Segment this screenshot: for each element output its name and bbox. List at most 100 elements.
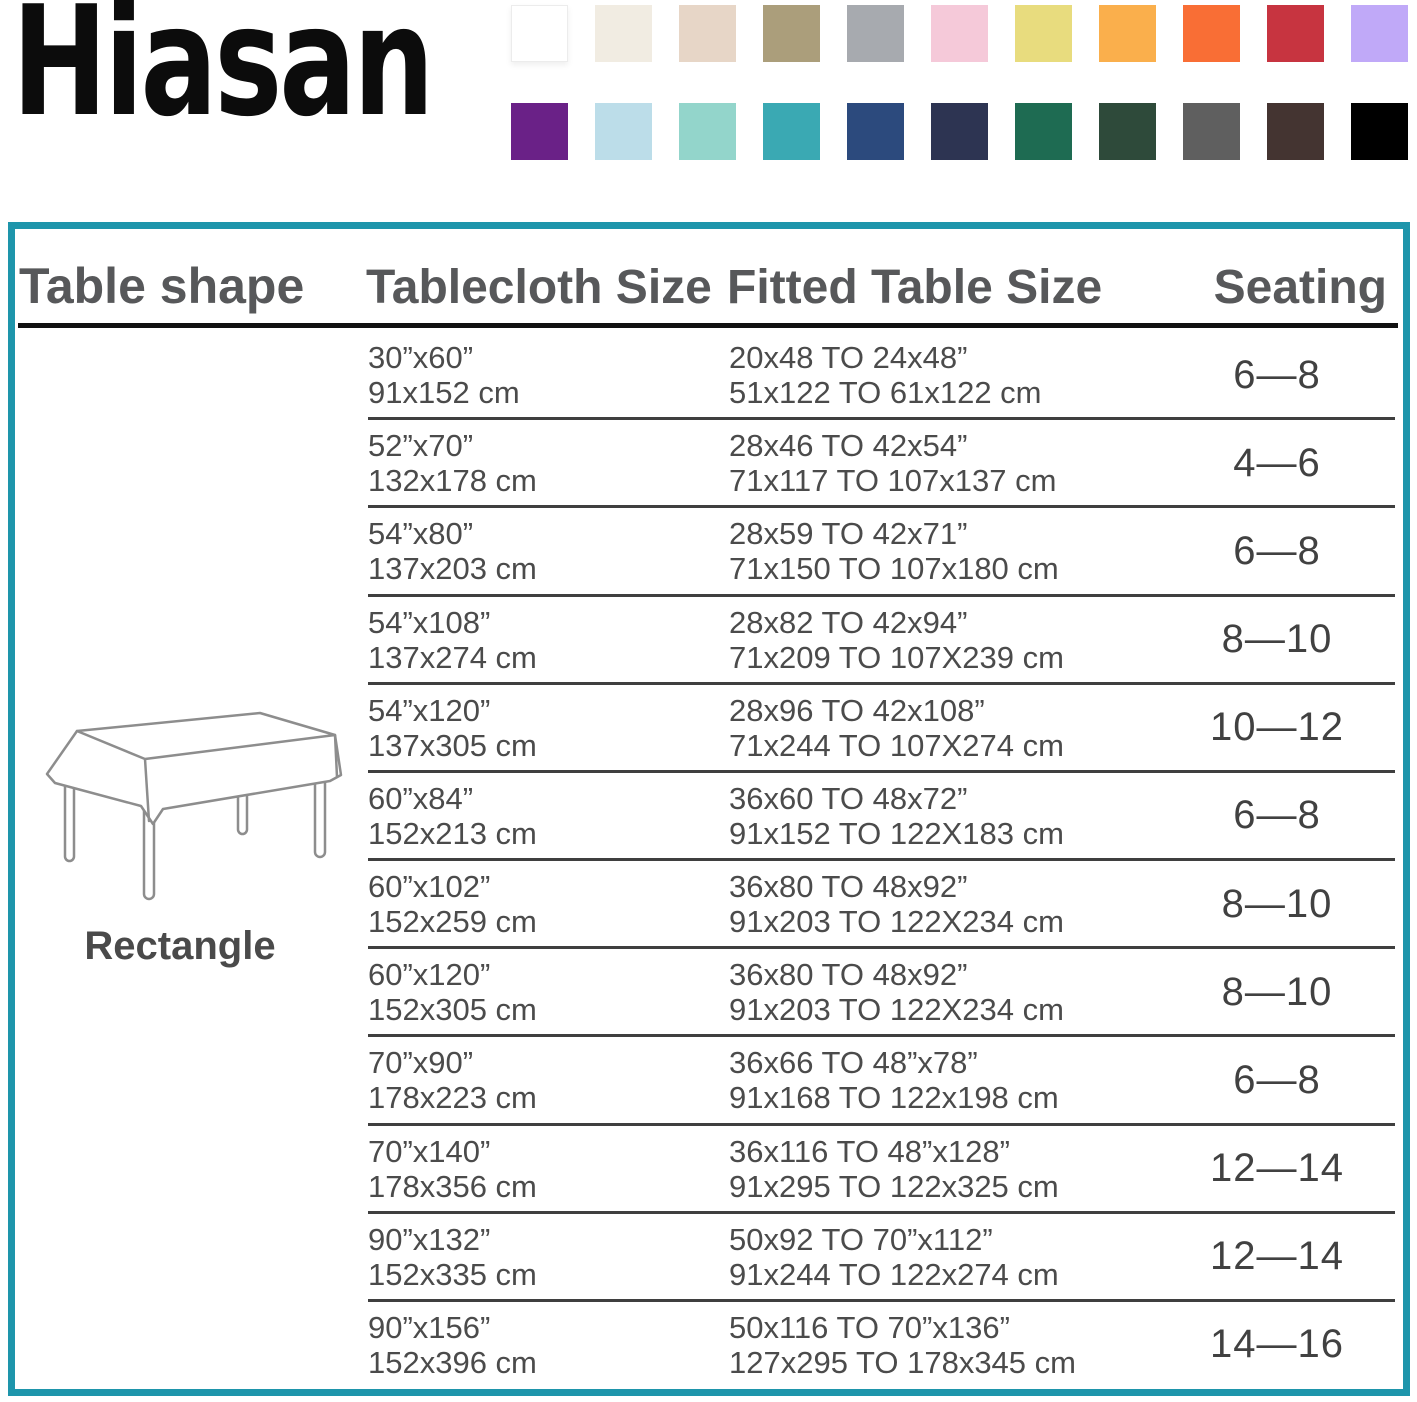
- seating-cell: 12—14: [1210, 1146, 1344, 1191]
- fitted-cm: 127x295 TO 178x345 cm: [729, 1344, 1076, 1380]
- fitted-cm: 91x295 TO 122x325 cm: [729, 1168, 1059, 1204]
- color-swatch-white: [511, 5, 568, 62]
- fitted-inches: 50x92 TO 70”x112”: [729, 1221, 993, 1257]
- color-swatch-ivory: [595, 5, 652, 62]
- tablecloth-size-cell: 90”x156” 152x396 cm: [366, 1301, 727, 1389]
- size-cm: 178x223 cm: [368, 1080, 537, 1116]
- fitted-table-size-cell: 28x96 TO 42x108” 71x244 TO 107X274 cm: [727, 684, 1151, 772]
- column-header-tablecloth-size: Tablecloth Size: [366, 261, 712, 314]
- fitted-inches: 36x60 TO 48x72”: [729, 780, 968, 816]
- fitted-table-size-cell: 50x92 TO 70”x112” 91x244 TO 122x274 cm: [727, 1213, 1151, 1301]
- seating-cell: 12—14: [1210, 1234, 1344, 1279]
- size-inches: 54”x80”: [368, 516, 474, 552]
- size-inches: 54”x120”: [368, 692, 491, 728]
- shape-label: Rectangle: [84, 924, 276, 968]
- fitted-table-size-cell: 36x116 TO 48”x128” 91x295 TO 122x325 cm: [727, 1125, 1151, 1213]
- table-shape-cell: Rectangle: [15, 331, 366, 1389]
- size-cm: 178x356 cm: [368, 1168, 537, 1204]
- seating-cell: 6—8: [1233, 352, 1321, 397]
- color-swatch-pink: [931, 5, 988, 62]
- table-row: 30”x60” 91x152 cm 20x48 TO 24x48” 51x122 TO…: [15, 331, 1403, 421]
- seating-cell: 4—6: [1233, 440, 1321, 485]
- table-row: 70”x90” 178x223 cm 36x66 TO 48”x78” 91x168 …: [15, 1036, 1403, 1126]
- table-row: 70”x140” 178x356 cm 36x116 TO 48”x128” 91x2…: [15, 1125, 1403, 1214]
- tablecloth-outline: [45, 711, 343, 826]
- color-swatch-silver-gray: [847, 5, 904, 62]
- size-cm: 152x305 cm: [368, 992, 537, 1028]
- table-header: Table shape Tablecloth Size Fitted Table…: [15, 229, 1403, 323]
- tablecloth-size-cell: 54”x80” 137x203 cm: [366, 507, 727, 595]
- seating-cell: 8—10: [1221, 969, 1333, 1014]
- color-swatch-dark-gray: [1183, 103, 1240, 160]
- table-row: 54”x120” 137x305 cm 28x96 TO 42x108” 71x244…: [15, 684, 1403, 774]
- fitted-cm: 71x209 TO 107X239 cm: [729, 639, 1064, 675]
- color-swatch-purple: [511, 103, 568, 160]
- tablecloth-size-cell: 70”x140” 178x356 cm: [366, 1125, 727, 1213]
- fitted-cm: 51x122 TO 61x122 cm: [729, 375, 1042, 410]
- tablecloth-size-cell: 90”x132” 152x335 cm: [366, 1213, 727, 1301]
- size-cm: 152x213 cm: [368, 815, 537, 851]
- color-swatch-teal: [763, 103, 820, 160]
- fitted-inches: 28x96 TO 42x108”: [729, 692, 985, 728]
- size-inches: 30”x60”: [368, 340, 474, 375]
- fitted-cm: 71x117 TO 107x137 cm: [729, 463, 1057, 499]
- size-inches: 90”x132”: [368, 1221, 491, 1257]
- column-header-table-shape: Table shape: [19, 258, 305, 314]
- color-swatch-dark-green: [1099, 103, 1156, 160]
- size-cm: 132x178 cm: [368, 463, 537, 499]
- color-swatch-beige: [679, 5, 736, 62]
- size-inches: 70”x140”: [368, 1133, 491, 1169]
- color-swatch-grid: [511, 5, 1408, 160]
- size-cm: 91x152 cm: [368, 375, 520, 410]
- fitted-cm: 91x244 TO 122x274 cm: [729, 1256, 1059, 1292]
- fitted-inches: 36x66 TO 48”x78”: [729, 1045, 978, 1081]
- size-cm: 152x396 cm: [368, 1344, 537, 1380]
- size-rows: 30”x60” 91x152 cm 20x48 TO 24x48” 51x122 TO…: [15, 331, 1403, 1389]
- color-swatch-marigold: [1099, 5, 1156, 62]
- color-swatch-green: [1015, 103, 1072, 160]
- tablecloth-size-cell: 60”x120” 152x305 cm: [366, 948, 727, 1036]
- fitted-inches: 28x82 TO 42x94”: [729, 604, 968, 640]
- seating-cell: 6—8: [1233, 793, 1321, 838]
- tablecloth-size-cell: 70”x90” 178x223 cm: [366, 1036, 727, 1124]
- table-row: 60”x102” 152x259 cm 36x80 TO 48x92” 91x203 …: [15, 860, 1403, 950]
- color-swatch-khaki: [763, 5, 820, 62]
- table-row: 60”x120” 152x305 cm 36x80 TO 48x92” 91x203 …: [15, 948, 1403, 1038]
- size-cm: 137x305 cm: [368, 727, 537, 763]
- fitted-table-size-cell: 36x80 TO 48x92” 91x203 TO 122X234 cm: [727, 860, 1151, 948]
- seating-cell: 8—10: [1221, 617, 1333, 662]
- fitted-table-size-cell: 36x66 TO 48”x78” 91x168 TO 122x198 cm: [727, 1036, 1151, 1124]
- fitted-cm: 91x203 TO 122X234 cm: [729, 992, 1064, 1028]
- color-swatch-red: [1267, 5, 1324, 62]
- size-inches: 70”x90”: [368, 1045, 474, 1081]
- column-header-seating: Seating: [1213, 261, 1387, 314]
- fitted-table-size-cell: 36x80 TO 48x92” 91x203 TO 122X234 cm: [727, 948, 1151, 1036]
- color-swatch-orange: [1183, 5, 1240, 62]
- size-inches: 60”x102”: [368, 869, 491, 905]
- tablecloth-creases: [75, 729, 339, 823]
- table-row: 90”x132” 152x335 cm 50x92 TO 70”x112” 91x24…: [15, 1213, 1403, 1303]
- seating-cell: 6—8: [1233, 1057, 1321, 1102]
- tablecloth-size-cell: 52”x70” 132x178 cm: [366, 419, 727, 507]
- fitted-cm: 91x168 TO 122x198 cm: [729, 1080, 1059, 1116]
- seating-cell: 6—8: [1233, 528, 1321, 573]
- fitted-inches: 36x80 TO 48x92”: [729, 869, 968, 905]
- rectangle-table-illustration: [45, 711, 343, 901]
- fitted-cm: 71x150 TO 107x180 cm: [729, 551, 1059, 587]
- tablecloth-size-cell: 60”x102” 152x259 cm: [366, 860, 727, 948]
- fitted-cm: 91x152 TO 122X183 cm: [729, 815, 1064, 851]
- fitted-inches: 28x46 TO 42x54”: [729, 428, 968, 464]
- table-row: 52”x70” 132x178 cm 28x46 TO 42x54” 71x117 T…: [15, 419, 1403, 509]
- tablecloth-size-cell: 54”x108” 137x274 cm: [366, 596, 727, 684]
- table-row: 60”x84” 152x213 cm 36x60 TO 48x72” 91x152 T…: [15, 772, 1403, 862]
- color-swatch-lavender: [1351, 5, 1408, 62]
- fitted-table-size-cell: 50x116 TO 70”x136” 127x295 TO 178x345 cm: [727, 1301, 1151, 1389]
- color-swatch-light-blue: [595, 103, 652, 160]
- tablecloth-size-cell: 30”x60” 91x152 cm: [366, 331, 727, 419]
- fitted-inches: 50x116 TO 70”x136”: [729, 1309, 1010, 1345]
- fitted-table-size-cell: 28x82 TO 42x94” 71x209 TO 107X239 cm: [727, 596, 1151, 684]
- fitted-table-size-cell: 20x48 TO 24x48” 51x122 TO 61x122 cm: [727, 331, 1151, 419]
- seating-cell: 10—12: [1210, 705, 1344, 750]
- color-swatch-pale-yellow: [1015, 5, 1072, 62]
- size-table: Table shape Tablecloth Size Fitted Table…: [8, 222, 1410, 1396]
